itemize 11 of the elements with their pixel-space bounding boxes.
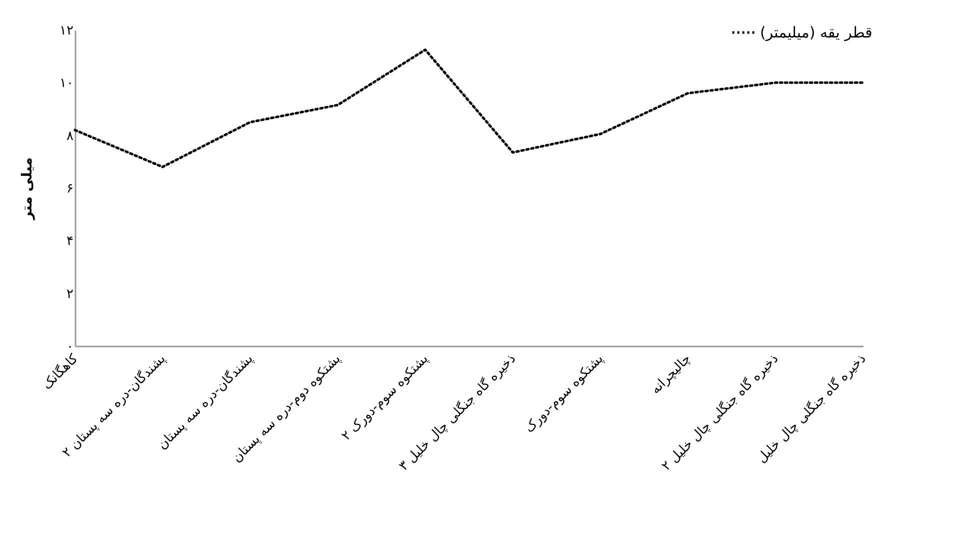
legend-label: قطر يقه (میلیمتر) [760, 24, 872, 42]
x-tick-label: چالیچرانه [648, 352, 694, 398]
y-tick-label: ۲ [66, 286, 74, 302]
line-series [74, 48, 864, 168]
y-tick-label: ۴ [66, 234, 74, 250]
y-tick-label: ۱۲ [60, 24, 74, 38]
x-tick-label: پشتکوه سوم-دورک [522, 351, 607, 436]
y-tick-label: ۱۰ [60, 76, 74, 92]
y-axis-title: میلی متر [20, 157, 36, 221]
y-tick-label: ۶ [66, 182, 74, 196]
y-tick-label: ۸ [66, 128, 74, 144]
